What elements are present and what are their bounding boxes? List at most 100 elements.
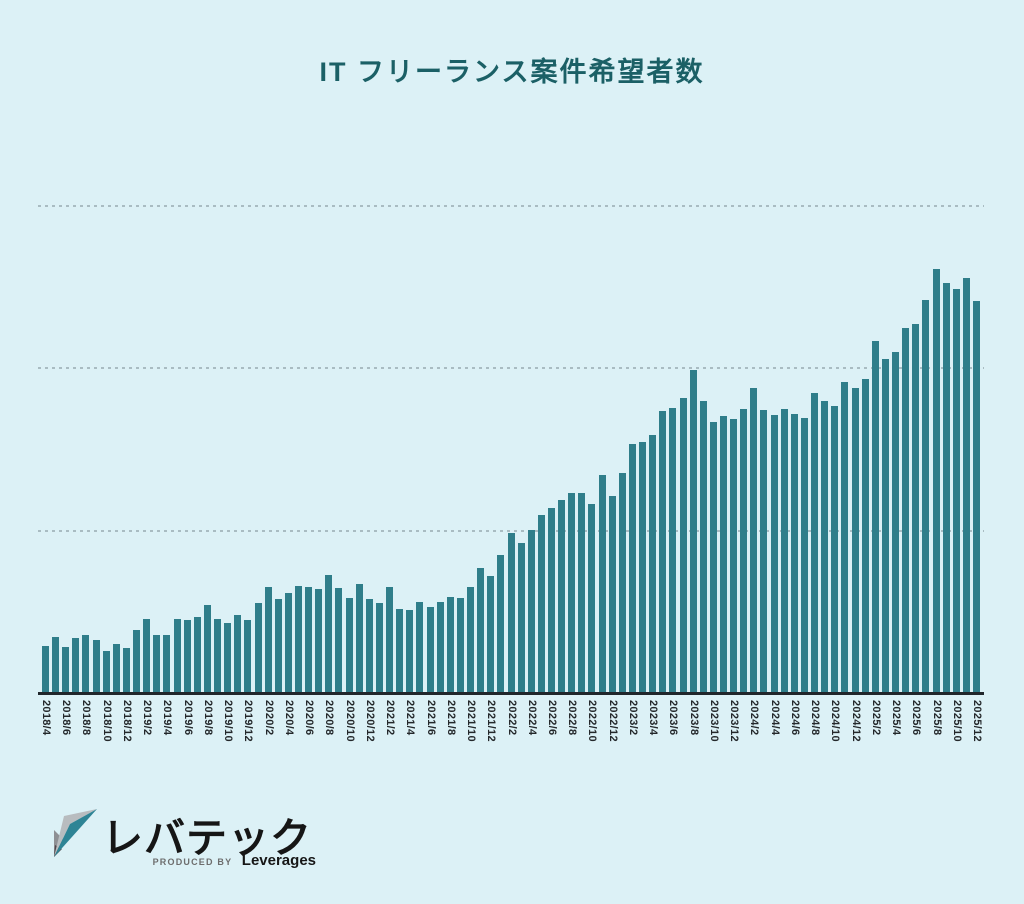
chart-title: IT フリーランス案件希望者数 [319,57,705,87]
bar-2019-3 [153,635,161,693]
x-tick-label-2023-8: 2023/8 [687,700,700,736]
bar-2018-7 [72,638,80,693]
x-tick-label-2023-12: 2023/12 [728,700,741,742]
bar-2022-11 [598,475,606,693]
bar-2025-9 [942,283,950,693]
bar-2024-10 [831,406,839,693]
levtech-logo: レバテック PRODUCED BY Leverages [40,798,340,878]
x-tick-label-2023-4: 2023/4 [647,700,660,736]
bar-2020-1 [254,603,262,693]
bar-2021-3 [396,609,404,693]
x-tick-label-2021-12: 2021/12 [485,700,498,742]
bar-2021-1 [375,603,383,693]
bar-2025-4 [892,352,900,693]
bar-2019-8 [203,605,211,693]
x-tick-label-2019-8: 2019/8 [201,700,214,736]
x-tick-label-2024-12: 2024/12 [849,700,862,742]
x-tick-label-2021-6: 2021/6 [424,700,437,736]
bar-2023-7 [679,398,687,693]
bar-2022-5 [537,515,545,693]
bar-2020-4 [284,593,292,693]
x-tick-label-2019-12: 2019/12 [242,700,255,742]
x-tick-label-2025-12: 2025/12 [971,700,983,742]
bar-2023-4 [649,435,657,693]
gridline-middle [38,367,984,369]
bar-2022-10 [588,504,596,693]
x-tick-label-2018-10: 2018/10 [100,700,113,742]
bar-2020-11 [355,584,363,693]
bar-2018-11 [112,644,120,693]
x-tick-label-2025-10: 2025/10 [950,700,963,742]
x-tick-label-2019-4: 2019/4 [161,700,174,736]
x-tick-label-2023-10: 2023/10 [707,700,720,742]
x-tick-label-2021-8: 2021/8 [444,700,457,736]
bar-2022-7 [558,500,566,693]
bar-2025-2 [871,341,879,693]
bar-2023-12 [730,419,738,693]
bar-2021-6 [426,607,434,693]
bar-2021-4 [406,610,414,693]
x-tick-label-2021-10: 2021/10 [465,700,478,742]
gridline-lower [38,530,984,532]
x-tick-label-2022-10: 2022/10 [586,700,599,742]
bar-2021-11 [477,568,485,693]
bar-2023-2 [628,444,636,693]
bar-2018-9 [92,640,100,693]
bar-2022-6 [547,508,555,693]
x-tick-label-2020-6: 2020/6 [303,700,316,736]
bar-2025-10 [952,289,960,693]
bar-2025-11 [962,278,970,693]
x-tick-label-2024-2: 2024/2 [748,700,761,736]
x-tick-label-2024-4: 2024/4 [768,700,781,736]
bar-2025-7 [922,300,930,693]
x-tick-label-2022-8: 2022/8 [566,700,579,736]
bar-2025-1 [861,379,869,693]
x-tick-label-2022-4: 2022/4 [525,700,538,736]
x-tick-label-2025-2: 2025/2 [869,700,882,736]
x-tick-label-2025-8: 2025/8 [930,700,943,736]
bar-2019-11 [234,615,242,693]
x-tick-label-2022-2: 2022/2 [505,700,518,736]
bar-2020-9 [335,588,343,693]
bar-2024-2 [750,388,758,693]
bar-2019-5 [173,619,181,693]
bar-2020-5 [294,586,302,693]
bar-2024-4 [770,415,778,693]
bar-2023-6 [669,408,677,693]
x-tick-label-2022-12: 2022/12 [606,700,619,742]
levtech-logo-mark-icon [54,809,97,857]
bar-2025-5 [902,328,910,693]
bar-2018-8 [82,635,90,693]
bar-2020-8 [325,575,333,693]
bar-2020-2 [264,587,272,693]
plot-area [38,203,984,693]
levtech-logo-byline: PRODUCED BY Leverages [104,852,316,870]
bar-2021-8 [446,597,454,693]
x-tick-label-2024-6: 2024/6 [788,700,801,736]
x-tick-label-2018-4: 2018/4 [40,700,52,736]
bar-2025-3 [881,359,889,693]
bar-2022-1 [497,555,505,693]
bar-2023-1 [618,473,626,693]
x-tick-label-2023-6: 2023/6 [667,700,680,736]
bar-2025-12 [973,301,980,693]
leverages-text: Leverages [241,852,316,869]
bar-2021-10 [467,587,475,693]
x-tick-label-2019-2: 2019/2 [141,700,154,736]
x-tick-label-2018-6: 2018/6 [60,700,73,736]
x-tick-label-2025-4: 2025/4 [890,700,903,736]
x-tick-label-2024-10: 2024/10 [829,700,842,742]
bar-2021-7 [436,602,444,693]
x-tick-label-2023-2: 2023/2 [626,700,639,736]
gridline-upper [38,205,984,207]
bar-2023-9 [699,401,707,693]
x-tick-label-2020-4: 2020/4 [282,700,295,736]
bar-2019-9 [214,619,222,693]
bar-2022-12 [608,496,616,693]
bar-2019-6 [183,620,191,693]
bar-2023-10 [709,422,717,693]
bar-2024-11 [841,382,849,693]
bar-2025-8 [932,269,940,693]
x-tick-label-2022-6: 2022/6 [545,700,558,736]
bar-2024-6 [790,414,798,693]
